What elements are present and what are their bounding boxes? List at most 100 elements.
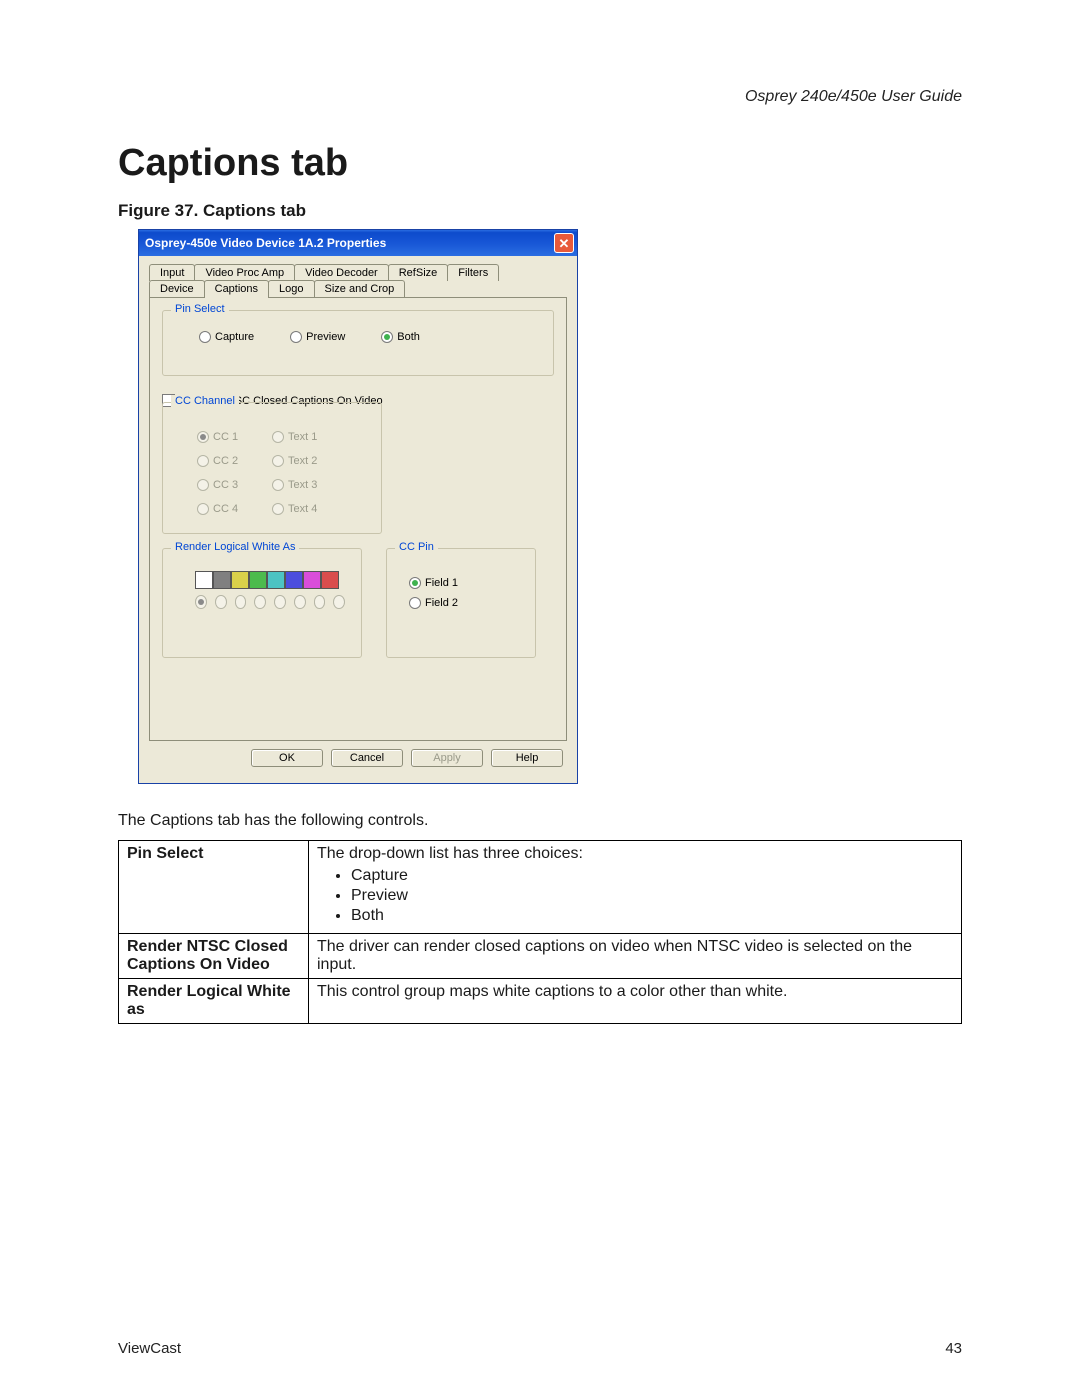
pin-select-group: Pin Select CapturePreviewBoth [162,310,554,376]
tab-video-proc-amp[interactable]: Video Proc Amp [194,264,295,281]
radio-icon [272,431,284,443]
white-as-color-5[interactable] [285,571,303,589]
control-name-cell: Render Logical White as [119,979,309,1024]
render-white-group: Render Logical White As [162,548,362,658]
white-as-color-3[interactable] [249,571,267,589]
description-intro: The Captions tab has the following contr… [118,812,962,830]
help-button[interactable]: Help [491,749,563,767]
cc-pin-field2[interactable]: Field 2 [409,597,513,609]
radio-icon [197,431,209,443]
white-as-color-4[interactable] [267,571,285,589]
close-icon: ✕ [559,237,570,250]
pin-select-legend: Pin Select [171,303,229,315]
tab-input[interactable]: Input [149,264,195,281]
tab-captions[interactable]: Captions [204,280,269,298]
white-as-radio-7[interactable] [333,595,345,609]
tab-video-decoder[interactable]: Video Decoder [294,264,389,281]
cc-channel-cc2[interactable]: CC 2 [197,455,272,467]
tab-size-and-crop[interactable]: Size and Crop [314,280,406,297]
radio-icon [381,331,393,343]
cc-channel-text3[interactable]: Text 3 [272,479,347,491]
radio-icon [409,597,421,609]
dialog-title: Osprey-450e Video Device 1A.2 Properties [145,236,386,250]
cc-channel-cc1[interactable]: CC 1 [197,431,272,443]
white-as-radio-2[interactable] [235,595,247,609]
control-desc-cell: The driver can render closed captions on… [309,934,962,979]
radio-label: Preview [306,331,345,343]
ok-button[interactable]: OK [251,749,323,767]
properties-dialog: Osprey-450e Video Device 1A.2 Properties… [138,229,578,784]
radio-icon [197,503,209,515]
apply-button[interactable]: Apply [411,749,483,767]
white-as-color-2[interactable] [231,571,249,589]
radio-icon [272,479,284,491]
white-as-radio-4[interactable] [274,595,286,609]
cc-channel-legend: CC Channel [171,395,239,407]
dialog-titlebar[interactable]: Osprey-450e Video Device 1A.2 Properties… [139,230,577,256]
table-row: Render Logical White asThis control grou… [119,979,962,1024]
doc-header: Osprey 240e/450e User Guide [118,88,962,106]
radio-label: CC 2 [213,455,238,467]
radio-label: Text 3 [288,479,317,491]
tab-refsize[interactable]: RefSize [388,264,449,281]
pin-select-capture[interactable]: Capture [199,331,254,343]
render-white-legend: Render Logical White As [171,541,299,553]
white-as-color-6[interactable] [303,571,321,589]
captions-tab-panel: Pin Select CapturePreviewBoth Render NTS… [149,297,567,741]
control-desc-cell: The drop-down list has three choices:Cap… [309,841,962,934]
cc-channel-group: CC Channel CC 1Text 1CC 2Text 2CC 3Text … [162,402,382,534]
white-as-radio-1[interactable] [215,595,227,609]
white-as-radio-3[interactable] [254,595,266,609]
close-button[interactable]: ✕ [554,233,574,253]
radio-icon [199,331,211,343]
list-item: Capture [351,867,953,885]
radio-icon [197,455,209,467]
controls-description-table: Pin SelectThe drop-down list has three c… [118,840,962,1024]
radio-label: Capture [215,331,254,343]
radio-icon [197,479,209,491]
page-title: Captions tab [118,142,962,185]
cc-channel-text2[interactable]: Text 2 [272,455,347,467]
control-desc-cell: This control group maps white captions t… [309,979,962,1024]
radio-icon [290,331,302,343]
radio-label: CC 4 [213,503,238,515]
white-as-color-7[interactable] [321,571,339,589]
tab-logo[interactable]: Logo [268,280,314,297]
cancel-button[interactable]: Cancel [331,749,403,767]
radio-label: Both [397,331,420,343]
radio-icon [272,455,284,467]
white-as-radio-0[interactable] [195,595,207,609]
table-row: Render NTSC Closed Captions On VideoThe … [119,934,962,979]
list-item: Preview [351,887,953,905]
control-name-cell: Pin Select [119,841,309,934]
white-as-color-1[interactable] [213,571,231,589]
cc-pin-field1[interactable]: Field 1 [409,577,513,589]
cc-pin-group: CC Pin Field 1Field 2 [386,548,536,658]
tab-device[interactable]: Device [149,280,205,297]
control-name-cell: Render NTSC Closed Captions On Video [119,934,309,979]
table-row: Pin SelectThe drop-down list has three c… [119,841,962,934]
white-as-radio-6[interactable] [314,595,326,609]
cc-channel-cc3[interactable]: CC 3 [197,479,272,491]
radio-label: Text 4 [288,503,317,515]
radio-label: Text 1 [288,431,317,443]
radio-icon [409,577,421,589]
white-as-color-0[interactable] [195,571,213,589]
white-as-radio-5[interactable] [294,595,306,609]
radio-label: CC 3 [213,479,238,491]
footer-left: ViewCast [118,1340,181,1357]
radio-label: Field 1 [425,577,458,589]
pin-select-preview[interactable]: Preview [290,331,345,343]
radio-label: Text 2 [288,455,317,467]
radio-label: CC 1 [213,431,238,443]
cc-channel-text4[interactable]: Text 4 [272,503,347,515]
cc-pin-legend: CC Pin [395,541,438,553]
list-item: Both [351,907,953,925]
figure-caption: Figure 37. Captions tab [118,201,962,221]
cc-channel-cc4[interactable]: CC 4 [197,503,272,515]
cc-channel-text1[interactable]: Text 1 [272,431,347,443]
radio-label: Field 2 [425,597,458,609]
tab-filters[interactable]: Filters [447,264,499,281]
pin-select-both[interactable]: Both [381,331,420,343]
footer-page-number: 43 [945,1340,962,1357]
